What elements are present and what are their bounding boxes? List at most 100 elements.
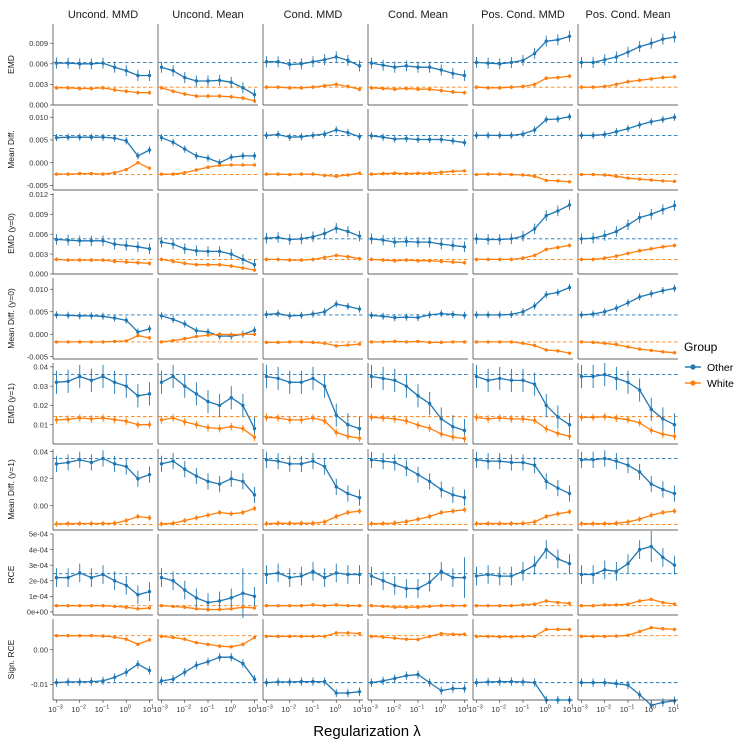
data-point-white <box>532 520 537 524</box>
data-point-white <box>183 637 187 641</box>
data-point-other <box>112 675 117 680</box>
data-point-other <box>614 229 619 234</box>
data-point-other <box>299 380 304 384</box>
data-point-white <box>498 603 502 608</box>
panel-mean-diff-cond-mmd <box>262 109 363 191</box>
data-point-other <box>54 575 59 580</box>
y-tick-label: -0.01 <box>31 680 48 689</box>
data-point-other <box>241 661 245 666</box>
data-point-other <box>661 487 665 492</box>
data-point-other <box>486 313 490 317</box>
data-point-other <box>591 60 595 65</box>
data-point-white <box>112 635 117 639</box>
data-point-other <box>252 263 257 267</box>
panel-emd-uncond-mean <box>157 24 258 106</box>
data-point-other <box>357 307 362 311</box>
data-point-other <box>567 203 572 207</box>
data-point-white <box>427 514 432 519</box>
data-point-other <box>672 563 677 567</box>
data-point-white <box>78 521 82 526</box>
data-point-other <box>89 460 94 465</box>
panel-mean-diff-y-1-uncond-mean <box>157 449 258 531</box>
panel-emd-y-0-cond-mean <box>367 193 468 275</box>
data-point-white <box>486 521 490 526</box>
data-point-white <box>381 86 385 91</box>
panel-mean-diff-pos-cond-mean <box>577 109 678 191</box>
data-point-other <box>416 394 420 398</box>
data-point-other <box>334 691 338 695</box>
data-point-white <box>322 341 327 345</box>
data-point-other <box>229 477 233 481</box>
row-label-sign-rce: Sign. RCE <box>6 639 16 679</box>
data-point-white <box>521 341 525 345</box>
data-point-other <box>614 376 619 381</box>
data-point-white <box>498 340 502 344</box>
data-point-white <box>78 86 82 91</box>
data-point-white <box>427 426 432 430</box>
data-point-white <box>404 519 409 524</box>
y-tick-label: 0e+00 <box>27 608 48 617</box>
data-point-white <box>206 94 210 98</box>
data-point-other <box>626 301 630 305</box>
data-point-other <box>626 561 630 566</box>
data-point-other <box>183 147 187 151</box>
data-point-white <box>521 603 525 607</box>
data-point-white <box>672 602 677 606</box>
data-point-white <box>322 419 327 423</box>
data-point-white <box>288 634 292 639</box>
data-point-white <box>357 342 362 346</box>
data-point-white <box>346 434 350 438</box>
x-tick-label: 10−2 <box>176 705 191 715</box>
data-point-white <box>661 627 665 631</box>
data-point-white <box>311 634 315 639</box>
data-point-white <box>544 599 548 603</box>
data-point-other <box>54 237 59 242</box>
data-point-other <box>579 313 584 317</box>
data-point-white <box>252 99 257 103</box>
data-point-white <box>124 637 128 641</box>
data-point-white <box>89 603 94 608</box>
data-point-other <box>357 135 362 139</box>
data-point-other <box>101 374 105 379</box>
data-point-white <box>416 339 420 344</box>
data-point-white <box>404 86 409 91</box>
data-point-other <box>136 330 140 334</box>
y-tick-label: -0.005 <box>27 352 48 361</box>
data-point-white <box>101 340 105 344</box>
data-point-white <box>404 340 409 344</box>
data-point-other <box>147 73 152 78</box>
data-point-white <box>159 340 164 344</box>
data-point-other <box>381 579 385 583</box>
data-point-white <box>637 517 642 521</box>
data-point-other <box>381 314 385 318</box>
data-point-white <box>299 340 304 344</box>
data-point-white <box>241 510 245 515</box>
data-point-white <box>591 603 595 608</box>
x-tick-label: 100 <box>435 705 446 715</box>
data-point-other <box>299 237 304 241</box>
data-point-other <box>498 459 502 463</box>
data-point-white <box>439 259 443 264</box>
data-point-other <box>404 136 409 141</box>
x-tick-label: 10−2 <box>386 705 401 715</box>
data-point-white <box>357 87 362 91</box>
data-point-other <box>661 37 665 41</box>
data-point-other <box>416 472 420 477</box>
data-point-other <box>124 318 128 322</box>
data-point-other <box>264 312 269 317</box>
data-point-white <box>462 603 467 608</box>
data-point-white <box>183 337 187 341</box>
data-point-white <box>112 521 117 525</box>
data-point-white <box>661 600 665 605</box>
data-point-other <box>206 399 210 404</box>
data-point-other <box>637 44 642 49</box>
data-point-other <box>626 223 630 227</box>
data-point-other <box>124 68 128 73</box>
facet-title-pos-cond-mean: Pos. Cond. Mean <box>586 9 671 21</box>
y-tick-label: 0.012 <box>29 190 48 199</box>
data-point-other <box>101 456 105 461</box>
data-point-white <box>637 78 642 82</box>
data-point-white <box>124 167 128 172</box>
data-point-white <box>322 603 327 608</box>
data-point-other <box>637 470 642 474</box>
